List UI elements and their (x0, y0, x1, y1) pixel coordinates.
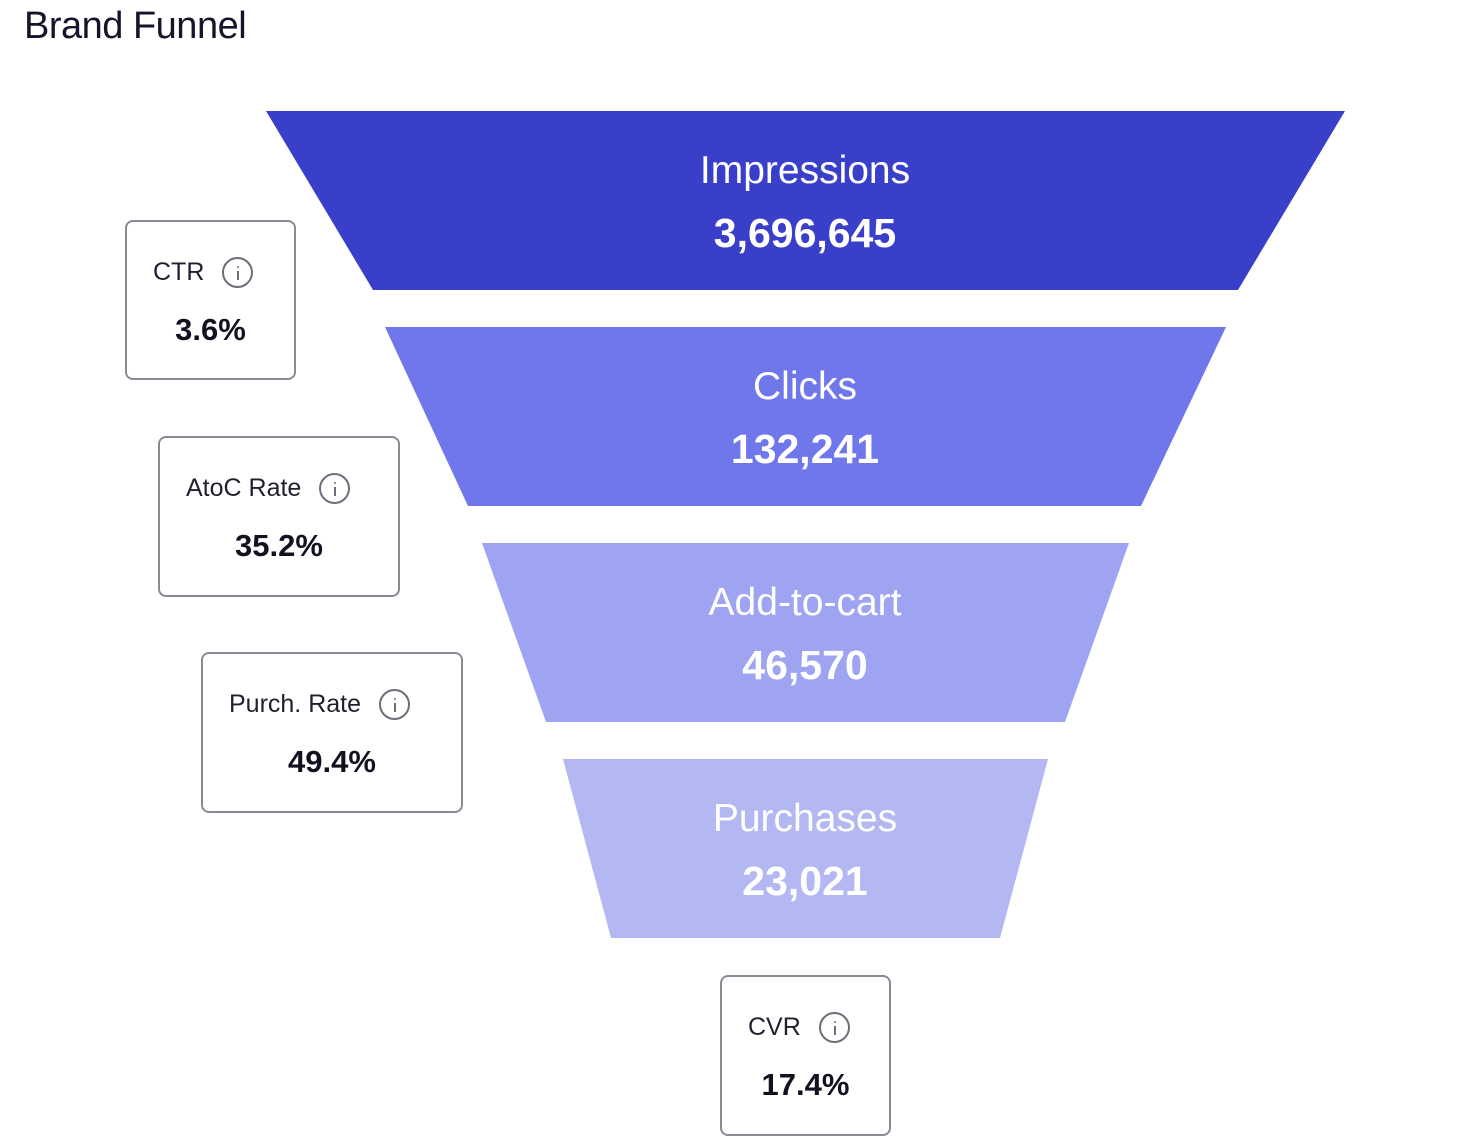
funnel-stage-add-to-cart: Add-to-cart 46,570 (482, 543, 1129, 722)
atoc-rate-card-header: AtoC Rate (186, 472, 351, 504)
info-icon[interactable] (222, 256, 254, 288)
cvr-label: CVR (748, 1013, 801, 1041)
atoc-rate-card: AtoC Rate 35.2% (158, 436, 400, 597)
info-icon[interactable] (818, 1011, 850, 1043)
funnel-segment-clicks[interactable] (385, 327, 1226, 506)
stage-value-clicks: 132,241 (731, 426, 879, 472)
stage-label-impressions: Impressions (700, 149, 910, 192)
atoc-rate-value: 35.2% (235, 528, 323, 563)
cvr-value: 17.4% (761, 1067, 850, 1102)
purch-rate-card-header: Purch. Rate (229, 688, 411, 720)
funnel-stage-purchases: Purchases 23,021 (563, 759, 1048, 938)
purch-rate-card: Purch. Rate 49.4% (201, 652, 463, 813)
stage-label-purchases: Purchases (713, 797, 897, 840)
ctr-label: CTR (153, 258, 205, 286)
funnel-segment-impressions[interactable] (266, 111, 1345, 290)
stage-value-impressions: 3,696,645 (714, 210, 896, 256)
purch-rate-label: Purch. Rate (229, 690, 362, 718)
funnel-stage-impressions: Impressions 3,696,645 (266, 111, 1345, 290)
atoc-rate-label: AtoC Rate (186, 474, 302, 502)
stage-label-add-to-cart: Add-to-cart (709, 581, 902, 624)
funnel-segment-purchases[interactable] (563, 759, 1048, 938)
stage-label-clicks: Clicks (753, 365, 857, 408)
ctr-card: CTR 3.6% (125, 220, 296, 380)
funnel-stage-clicks: Clicks 132,241 (385, 327, 1226, 506)
purch-rate-value: 49.4% (288, 744, 376, 779)
stage-value-purchases: 23,021 (742, 858, 867, 904)
cvr-card: CVR 17.4% (720, 975, 891, 1136)
chart-title: Brand Funnel (24, 5, 247, 47)
cvr-card-header: CVR (748, 1011, 850, 1043)
info-icon[interactable] (379, 688, 411, 720)
info-icon[interactable] (319, 472, 351, 504)
ctr-value: 3.6% (175, 312, 246, 347)
funnel-segment-add-to-cart[interactable] (482, 543, 1129, 722)
ctr-card-header: CTR (153, 256, 254, 288)
stage-value-add-to-cart: 46,570 (742, 642, 867, 688)
